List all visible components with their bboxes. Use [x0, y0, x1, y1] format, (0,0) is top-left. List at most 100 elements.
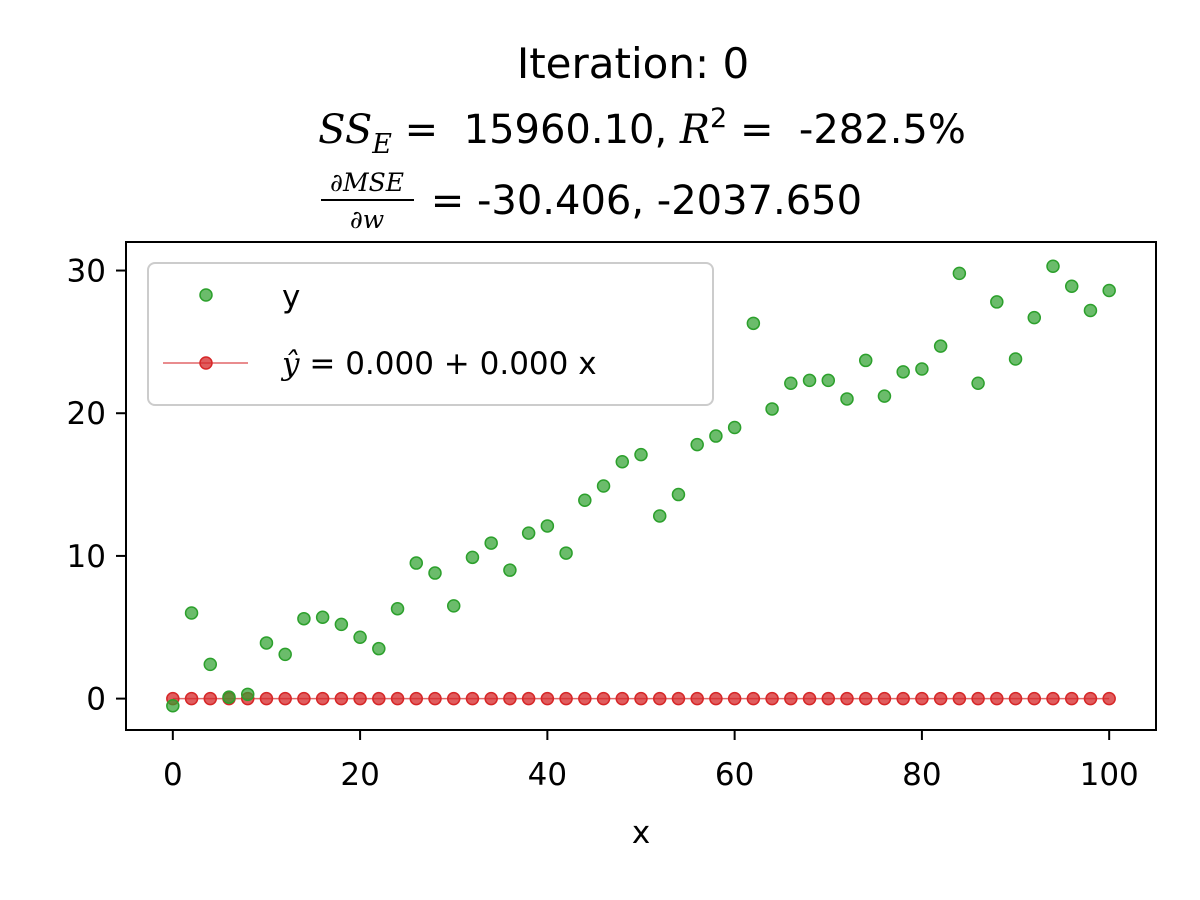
fit-point [709, 691, 723, 706]
gradient-numerator: ∂MSE [330, 168, 404, 197]
r2-value: -282.5% [799, 107, 966, 153]
observed-point [409, 556, 424, 570]
sse-subscript: E [371, 129, 392, 160]
fit-point [372, 691, 386, 706]
observed-point [334, 617, 349, 632]
fit-point [821, 691, 836, 706]
observed-point [765, 402, 779, 416]
gradient-values: -30.406, -2037.650 [477, 178, 862, 224]
y-tick-label: 30 [67, 254, 106, 290]
fit-point [634, 691, 648, 706]
y-tick-label: 10 [67, 539, 106, 575]
gradient-denominator: ∂w [350, 205, 384, 234]
chart-title: Iteration: 0 SSE = 15960.10, R2 = -282.5… [318, 39, 966, 234]
observed-point [990, 295, 1004, 309]
fit-point [259, 691, 274, 706]
title-separator: , [654, 107, 679, 153]
fit-point [671, 691, 686, 706]
observed-point [1046, 259, 1060, 274]
fit-point [990, 691, 1004, 706]
x-tick-label: 80 [902, 757, 941, 793]
fit-point [1046, 691, 1060, 706]
fit-point [952, 691, 967, 706]
observed-point [446, 599, 461, 613]
fit-point [1083, 691, 1098, 706]
observed-point [315, 610, 330, 625]
observed-point [933, 339, 948, 353]
gradient-values-text: = -30.406, -2037.650 [418, 178, 862, 224]
observed-point [971, 376, 985, 391]
legend-fit-equals: = [300, 346, 346, 382]
fit-point [840, 691, 854, 706]
fit-point [596, 691, 611, 706]
observed-point [784, 376, 798, 391]
observed-point [540, 519, 555, 533]
fit-point [652, 691, 667, 706]
fit-point [896, 691, 910, 706]
fit-point [1102, 691, 1116, 706]
fit-point [484, 691, 498, 706]
observed-point [1008, 352, 1023, 366]
fit-point [334, 691, 349, 706]
fit-point [858, 691, 873, 706]
fit-point [540, 691, 555, 706]
observed-point [709, 429, 723, 443]
fit-point [915, 691, 929, 706]
x-tick-label: 100 [1080, 757, 1139, 793]
observed-point [821, 373, 836, 388]
observed-point [915, 362, 929, 376]
observed-point [428, 566, 442, 580]
observed-point [484, 536, 498, 550]
fit-point [503, 691, 517, 706]
fit-point [690, 691, 704, 706]
observed-point [203, 657, 218, 672]
fit-point [278, 691, 292, 706]
legend-fit-marker [199, 356, 213, 370]
observed-point [840, 392, 854, 406]
observed-point [465, 550, 480, 565]
legend-fit-expression: 0.000 + 0.000 x [345, 346, 596, 382]
observed-point [652, 509, 667, 523]
observed-point [184, 606, 199, 620]
fit-point [203, 691, 218, 706]
fit-point [428, 691, 442, 706]
fit-point [559, 691, 573, 706]
fit-point [390, 691, 405, 706]
fit-point [353, 691, 367, 706]
observed-point [240, 687, 255, 702]
observed-point [259, 636, 274, 650]
observed-point [278, 647, 292, 662]
y-tick-label: 20 [67, 396, 106, 432]
observed-point [952, 266, 967, 281]
observed-point [1083, 303, 1098, 318]
x-tick-label: 40 [528, 757, 567, 793]
fit-point [465, 691, 480, 706]
fit-point [1008, 691, 1023, 706]
fit-point [971, 691, 985, 706]
observed-point [690, 437, 704, 452]
fit-point [184, 691, 199, 706]
observed-point [1027, 310, 1042, 325]
gradient-equals: = [418, 178, 477, 224]
x-tick-label: 60 [715, 757, 754, 793]
sse-label: SS [318, 107, 372, 153]
observed-point [596, 479, 611, 493]
fit-point [933, 691, 948, 706]
x-axis-ticks: 0 20 40 60 80 100 [163, 730, 1139, 793]
fit-series [166, 691, 1116, 706]
fit-point [802, 691, 817, 706]
r2-superscript: 2 [710, 103, 727, 134]
legend-box [147, 262, 714, 406]
observed-point [1102, 283, 1116, 298]
observed-point [896, 365, 910, 379]
observed-point [1064, 279, 1079, 293]
x-axis-label: x [632, 815, 650, 851]
observed-point [877, 389, 892, 403]
legend-fit-hat: ŷ [280, 346, 300, 382]
r2-label: R [679, 107, 710, 153]
fit-point [578, 691, 592, 706]
observed-point [802, 373, 817, 388]
observed-point [372, 641, 386, 656]
y-axis-ticks: 0 10 20 30 [67, 254, 126, 718]
